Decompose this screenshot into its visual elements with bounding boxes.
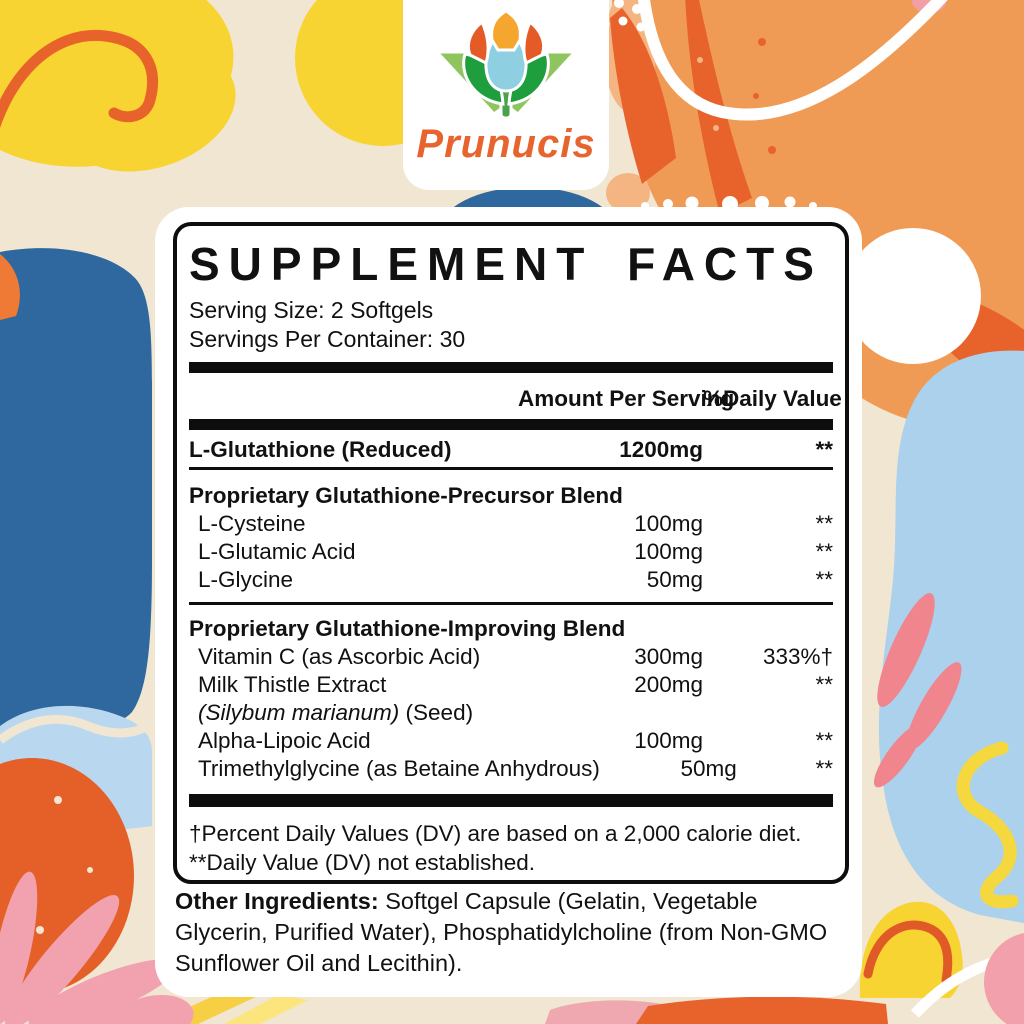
col-amount-per-serving: Amount Per Serving xyxy=(518,386,735,411)
arc-orange-dome xyxy=(863,920,953,985)
petals-coral-right xyxy=(873,593,962,788)
other-ingredients-label: Other Ingredients: xyxy=(175,888,379,914)
footnote-dv-not-established: **Daily Value (DV) not established. xyxy=(189,850,536,875)
footnote-daily-values: †Percent Daily Values (DV) are based on … xyxy=(189,821,802,846)
squiggle-cream-left xyxy=(0,714,155,744)
blend-header: Proprietary Glutathione-Improving Blend xyxy=(189,616,626,641)
divider-thick xyxy=(189,794,833,807)
table-row: L-Glutathione (Reduced) 1200mg ** xyxy=(189,437,833,462)
brand-logo-card: Prunucis xyxy=(403,0,609,190)
supplement-facts-title: SUPPLEMENT FACTS xyxy=(189,238,823,290)
brand-name: Prunucis xyxy=(416,122,596,166)
servings-per-container: Servings Per Container: 30 xyxy=(189,326,466,352)
flower-logo-icon xyxy=(433,10,579,120)
patch-pink-bottom xyxy=(545,1000,670,1024)
blend-header: Proprietary Glutathione-Precursor Blend xyxy=(189,483,623,508)
table-row: L-Cysteine 100mg ** xyxy=(198,511,833,536)
squiggle-yellow-right xyxy=(956,741,1019,909)
table-row: L-Glycine 50mg ** xyxy=(198,567,833,592)
arc-orange-topleft xyxy=(0,29,158,129)
divider-thick xyxy=(189,419,833,430)
table-row: Trimethylglycine (as Betaine Anhydrous) … xyxy=(198,756,833,781)
blob-lightblue-right xyxy=(878,350,1024,924)
other-ingredients: Other Ingredients: Softgel Capsule (Gela… xyxy=(175,886,840,979)
supplement-facts-box: SUPPLEMENT FACTS Serving Size: 2 Softgel… xyxy=(173,222,849,884)
botanical-part: (Seed) xyxy=(399,700,474,725)
serving-size: Serving Size: 2 Softgels xyxy=(189,297,434,323)
blob-pink-corner xyxy=(984,933,1024,1024)
botanical-name: (Silybum marianum) xyxy=(198,700,400,725)
band-orange-bottom xyxy=(636,996,888,1024)
divider-thin xyxy=(189,602,833,605)
blob-blue-left xyxy=(0,248,152,730)
petals-pink-bottomleft xyxy=(0,871,194,1024)
circle-white-right xyxy=(845,228,981,364)
divider-thick xyxy=(189,362,833,373)
crescent-orange-left xyxy=(0,254,20,320)
squiggle-white-topright xyxy=(638,0,948,121)
dome-yellow-bottom xyxy=(859,901,963,998)
table-header-row: Amount Per Serving %Daily Value xyxy=(189,385,842,413)
supplement-facts-card: SUPPLEMENT FACTS Serving Size: 2 Softgel… xyxy=(155,207,862,997)
table-row: Vitamin C (as Ascorbic Acid) 300mg 333%† xyxy=(198,644,833,669)
table-row: Milk Thistle Extract 200mg ** xyxy=(198,672,833,697)
col-daily-value: %Daily Value xyxy=(703,386,842,411)
table-row: L-Glutamic Acid 100mg ** xyxy=(198,539,833,564)
divider-thin xyxy=(189,467,833,470)
blob-yellow-topleft xyxy=(0,0,236,172)
table-row: Alpha-Lipoic Acid 100mg ** xyxy=(198,728,833,753)
other-ingredients-text: Softgel Capsule (Gelatin, Vegetable Glyc… xyxy=(175,888,828,976)
botanical-subrow: (Silybum marianum) (Seed) xyxy=(189,699,833,727)
